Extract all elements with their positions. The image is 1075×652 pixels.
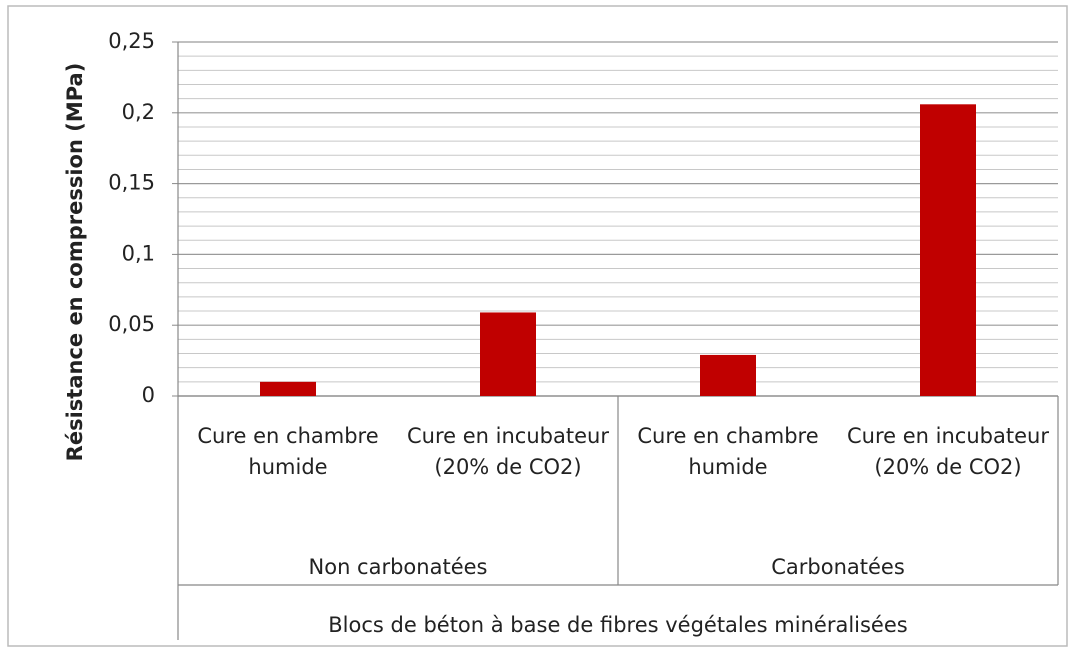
bar — [260, 381, 316, 396]
y-tick-label: 0,25 — [108, 29, 155, 53]
bar — [920, 104, 976, 396]
bar — [700, 354, 756, 396]
y-tick-label: 0,2 — [122, 100, 155, 124]
y-tick-label: 0,15 — [108, 171, 155, 195]
x-tick-label: Cure en chambre humide — [197, 424, 379, 479]
x-tick-label: Cure en chambre humide — [637, 424, 819, 479]
y-tick-label: 0,05 — [108, 312, 155, 336]
x-tick-label: Cure en incubateur (20% de CO2) — [847, 424, 1049, 479]
frame — [7, 5, 1068, 647]
x-tick-label: Cure en incubateur (20% de CO2) — [407, 424, 609, 479]
group-label: Carbonatées — [771, 555, 905, 579]
y-axis-title: Résistance en compression (MPa) — [63, 63, 87, 462]
y-tick-label: 0 — [142, 383, 155, 407]
y-tick-label: 0,1 — [122, 241, 155, 265]
group-label: Non carbonatées — [308, 555, 488, 579]
x-axis-title: Blocs de béton à base de fibres végétale… — [328, 613, 908, 637]
bar — [480, 312, 536, 396]
